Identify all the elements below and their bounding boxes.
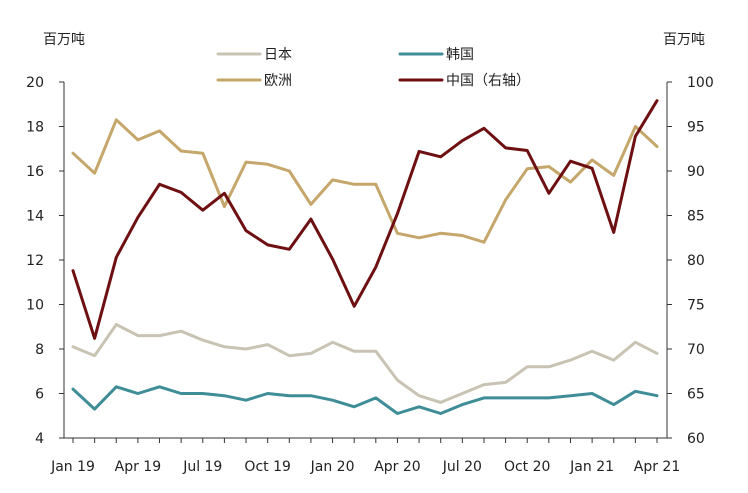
x-tick-label: Jul 19 — [182, 459, 222, 475]
x-tick-label: Jan 21 — [569, 459, 614, 475]
series-line-2 — [71, 385, 659, 415]
legend-label: 中国（右轴） — [446, 73, 530, 89]
left-y-tick-label: 6 — [35, 387, 44, 403]
right-axis-unit-label: 百万吨 — [663, 32, 705, 48]
axes — [63, 82, 668, 439]
legend-label: 韩国 — [446, 47, 474, 63]
series-line-1 — [71, 323, 659, 404]
left-y-tick-label: 12 — [26, 253, 44, 269]
right-y-tick-label: 60 — [687, 431, 705, 447]
x-tick-label: Jul 20 — [442, 459, 482, 475]
right-y-tick-label: 95 — [687, 120, 705, 136]
x-tick-label: Jan 19 — [50, 459, 95, 475]
left-y-tick-label: 14 — [26, 209, 44, 225]
right-y-tick-label: 80 — [687, 253, 705, 269]
x-tick-label: Apr 19 — [115, 459, 161, 475]
right-y-tick-label: 75 — [687, 298, 705, 314]
x-tick-label: Apr 20 — [374, 459, 420, 475]
right-y-tick-label: 100 — [687, 75, 714, 91]
right-y-tick-label: 85 — [687, 209, 705, 225]
x-tick-label: Jan 20 — [310, 459, 355, 475]
right-y-axis-ticks: 60 65 70 75 80 85 90 95 100 — [667, 75, 714, 447]
x-tick-label: Apr 21 — [634, 459, 680, 475]
series-line-3 — [71, 118, 659, 244]
legend-label: 欧洲 — [264, 73, 292, 89]
right-y-tick-label: 90 — [687, 164, 705, 180]
left-y-tick-label: 10 — [26, 298, 44, 314]
left-y-tick-label: 4 — [35, 431, 44, 447]
left-y-tick-label: 18 — [26, 120, 44, 136]
series-line-4 — [71, 99, 659, 340]
series-lines — [71, 99, 659, 415]
left-y-tick-label: 8 — [35, 342, 44, 358]
left-y-axis-ticks: 4 6 8 10 12 14 16 18 20 — [26, 75, 64, 447]
x-axis-ticks: Jan 19 Apr 19 Jul 19 Oct 19 Jan 20 Apr 20 Jul … — [50, 438, 680, 475]
left-axis-unit-label: 百万吨 — [43, 32, 85, 48]
x-tick-label: Oct 20 — [504, 459, 550, 475]
legend-label: 日本 — [264, 47, 292, 63]
left-y-tick-label: 20 — [26, 75, 44, 91]
right-y-tick-label: 70 — [687, 342, 705, 358]
x-tick-label: Oct 19 — [244, 459, 290, 475]
left-y-tick-label: 16 — [26, 164, 44, 180]
right-y-tick-label: 65 — [687, 387, 705, 403]
